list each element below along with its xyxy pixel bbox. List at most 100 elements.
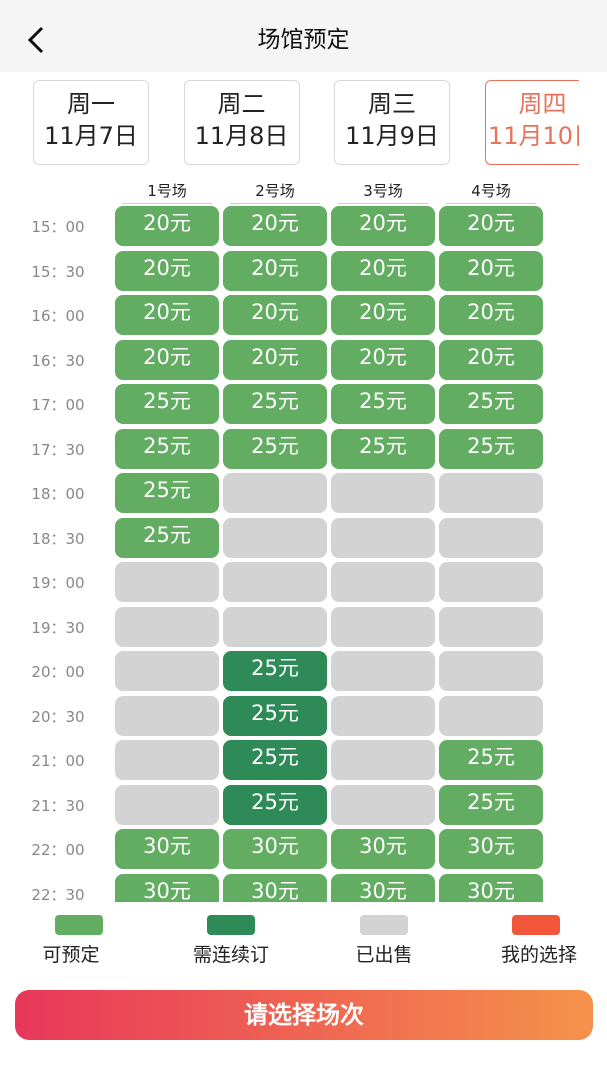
slot[interactable] [223,606,327,647]
time-label: 20：30 [31,707,85,726]
slot[interactable]: 25元 [223,695,327,736]
slot[interactable] [115,784,219,825]
header-bar [0,0,607,72]
slot[interactable] [439,517,543,558]
slot[interactable]: 20元 [115,295,219,335]
date-tab[interactable]: 周三 11月9日 [334,80,450,165]
slot[interactable] [115,695,219,736]
slot[interactable] [115,562,219,602]
slot[interactable]: 20元 [439,250,543,291]
date-tabs: 周一 11月7日 周二 11月8日 周三 11月9日 周四 11月10日 [0,80,579,170]
time-label: 16：00 [31,307,85,325]
slot[interactable]: 30元 [439,829,543,869]
slot[interactable] [331,473,435,513]
time-label: 17：00 [31,396,85,414]
time-label: 17：30 [31,440,85,459]
weekday: 周四 [518,90,567,118]
time-label: 21：30 [31,796,85,815]
slot[interactable]: 20元 [223,295,327,335]
time-label: 22：00 [31,841,85,859]
slot[interactable]: 20元 [223,206,327,246]
date-tab[interactable]: 周二 11月8日 [183,80,300,165]
court-label: 3号场 [338,180,428,204]
slot[interactable]: 25元 [439,784,543,825]
slot[interactable] [439,562,543,602]
slot[interactable]: 30元 [331,829,435,869]
submit-button[interactable]: 请选择场次 [15,990,593,1040]
slot[interactable] [223,562,327,602]
slot[interactable] [331,740,435,780]
date-tab[interactable]: 周四 11月10日 [484,80,579,165]
slot[interactable]: 30元 [331,873,435,902]
slot[interactable]: 25元 [331,384,435,424]
slot[interactable]: 25元 [331,428,435,469]
slot[interactable]: 25元 [439,740,543,780]
slot[interactable]: 25元 [439,384,543,424]
date: 11月10日 [487,122,579,150]
slot[interactable]: 20元 [115,206,219,246]
slot[interactable]: 30元 [115,829,219,869]
legend-label: 已出售 [355,944,413,966]
slot[interactable] [331,784,435,825]
court-label: 1号场 [122,180,212,204]
legend-label: 我的选择 [500,944,577,966]
slot[interactable]: 30元 [223,873,327,902]
slot[interactable] [115,651,219,691]
slot[interactable] [439,606,543,647]
legend-swatch [360,915,408,935]
weekday: 周一 [67,90,115,118]
slot[interactable]: 20元 [223,339,327,380]
court-label: 2号场 [230,180,320,204]
time-label: 20：00 [31,663,85,681]
slot[interactable] [331,562,435,602]
slot[interactable]: 20元 [115,250,219,291]
slot[interactable] [223,517,327,558]
slot[interactable]: 20元 [115,339,219,380]
time-label: 16：30 [31,351,85,370]
slot[interactable]: 20元 [331,295,435,335]
slot[interactable]: 20元 [439,295,543,335]
slot[interactable]: 20元 [439,339,543,380]
slot[interactable] [439,695,543,736]
slot[interactable] [331,695,435,736]
slot[interactable]: 25元 [223,784,327,825]
slot[interactable]: 30元 [439,873,543,902]
date-tab[interactable]: 周一 11月7日 [33,80,149,165]
slot[interactable] [223,473,327,513]
court-label: 4号场 [446,180,536,204]
slot[interactable]: 25元 [439,428,543,469]
slot[interactable] [331,517,435,558]
slot[interactable]: 25元 [223,740,327,780]
slot[interactable]: 20元 [331,250,435,291]
date: 11月8日 [194,122,289,150]
slot[interactable]: 25元 [223,428,327,469]
slot[interactable]: 25元 [115,428,219,469]
slot[interactable]: 25元 [115,384,219,424]
slot[interactable]: 25元 [223,651,327,691]
slot[interactable] [115,740,219,780]
slot[interactable] [331,606,435,647]
time-label: 15：00 [31,218,85,236]
back-button[interactable] [24,26,48,54]
slot[interactable]: 20元 [223,250,327,291]
slot[interactable]: 30元 [223,829,327,869]
date: 11月7日 [44,122,138,150]
slot[interactable]: 25元 [115,517,219,558]
slot[interactable]: 20元 [331,206,435,246]
slot[interactable]: 20元 [331,339,435,380]
slot-grid: 1号场 2号场 3号场 4号场 15：00 15：30 16：00 16：30 17：00 17：… [0,178,607,902]
slot[interactable]: 20元 [439,206,543,246]
slot[interactable] [439,651,543,691]
time-label: 15：30 [31,262,85,281]
slot[interactable] [439,473,543,513]
slot[interactable]: 25元 [115,473,219,513]
slot[interactable] [115,606,219,647]
weekday: 周三 [368,90,416,118]
slot[interactable] [331,651,435,691]
legend-label: 需连续订 [192,944,269,966]
legend-swatch [512,915,560,935]
slot[interactable]: 25元 [223,384,327,424]
slot[interactable]: 30元 [115,873,219,902]
time-label: 19：00 [31,574,85,592]
